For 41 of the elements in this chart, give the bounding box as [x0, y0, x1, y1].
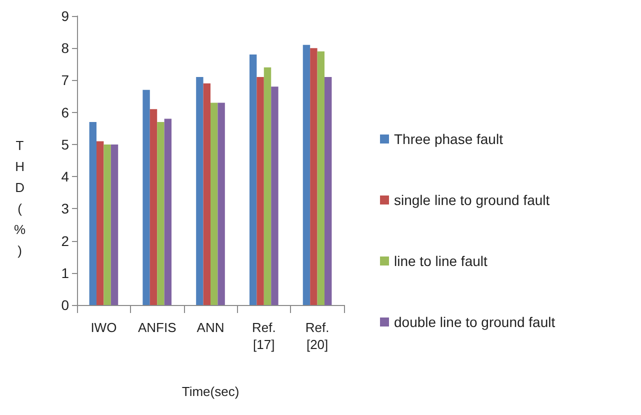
y-tick-label: 2	[61, 232, 70, 249]
bar	[324, 77, 332, 305]
bar	[142, 90, 150, 305]
bar	[203, 83, 210, 305]
y-tick-label: 8	[61, 40, 70, 56]
x-tick-label: Ref. [17]	[252, 320, 276, 352]
bar	[164, 118, 172, 305]
bar	[302, 44, 310, 305]
x-tick-label: ANFIS	[138, 320, 177, 335]
bar	[310, 48, 318, 305]
y-tick-label: 5	[61, 136, 70, 152]
bar	[150, 109, 158, 305]
legend-label: double line to ground fault	[394, 314, 556, 330]
bar	[104, 144, 111, 305]
y-tick-label: 0	[61, 297, 70, 313]
y-tick-label: 6	[61, 104, 70, 120]
bar	[89, 122, 96, 305]
bar	[218, 102, 225, 305]
y-tick-label: 7	[61, 72, 70, 88]
y-tick-label: 4	[61, 168, 70, 185]
y-axis-title: THD (%)	[14, 138, 26, 258]
y-tick-label: 3	[61, 200, 70, 217]
x-axis-title: Time(sec)	[182, 384, 240, 399]
bar	[110, 144, 118, 305]
y-tick-label: 9	[61, 8, 70, 24]
bar	[271, 86, 278, 305]
bar	[196, 77, 204, 305]
y-tick-label: 1	[61, 264, 70, 281]
bar	[317, 51, 325, 305]
bar	[256, 77, 264, 305]
legend-label: line to line fault	[394, 253, 488, 269]
bar	[157, 122, 164, 305]
x-tick-label: Ref. [20]	[305, 320, 330, 352]
legend-label: single line to ground fault	[394, 192, 550, 208]
bar	[264, 67, 272, 305]
legend-label: Three phase fault	[394, 131, 504, 147]
bar	[249, 54, 257, 305]
x-tick-label: IWO	[90, 320, 117, 335]
bar	[96, 141, 104, 305]
bar	[210, 102, 218, 305]
x-tick-label: ANN	[196, 320, 224, 335]
